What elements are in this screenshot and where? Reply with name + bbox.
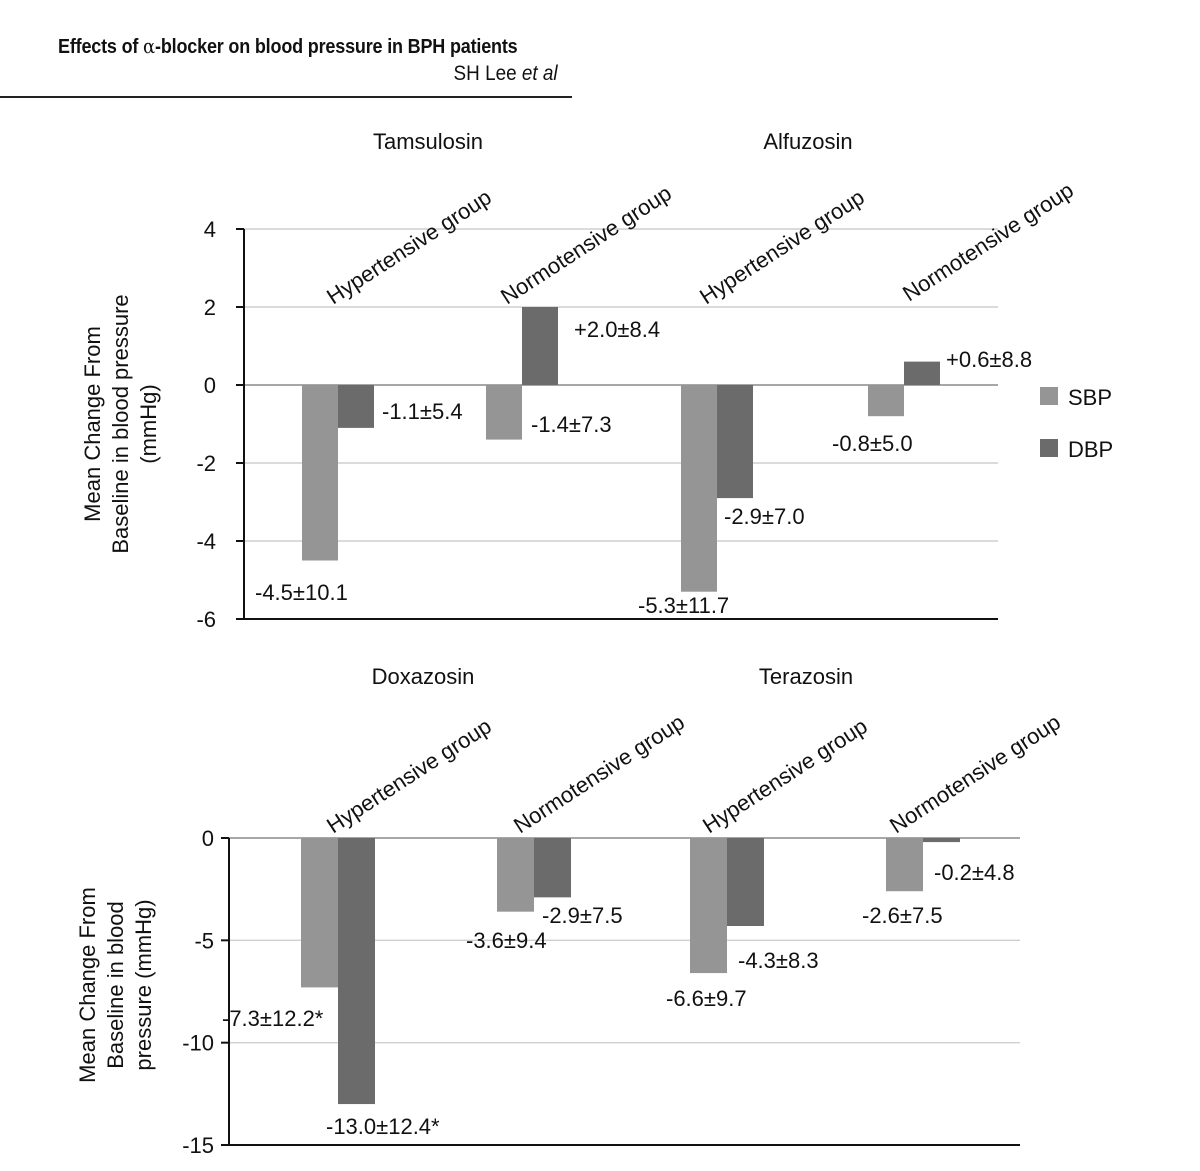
article-title-suffix: -blocker on blood pressure in BPH patien…	[155, 36, 518, 58]
y-axis-label-0-2: (mmHg)	[136, 384, 161, 463]
bar-sbp-0-1-0	[681, 385, 717, 592]
data-label-sbp-0-0-0: -4.5±10.1	[255, 580, 348, 605]
data-label-sbp-1-0-1: -3.6±9.4	[466, 928, 547, 953]
group-label-1-1-1: Normotensive group	[885, 709, 1065, 838]
y-axis-label-1-1: Baseline in blood	[103, 901, 128, 1069]
y-axis-label-1-2: pressure (mmHg)	[131, 899, 156, 1070]
group-label-1-1-0: Hypertensive group	[698, 713, 872, 838]
y-tick-label-0-3: -2	[196, 451, 216, 476]
data-label-dbp-0-1-0: -2.9±7.0	[724, 504, 805, 529]
data-label-dbp-1-0-1: -2.9±7.5	[542, 903, 623, 928]
y-axis-label-0-1: Baseline in blood pressure	[108, 294, 133, 553]
y-tick-label-1-1: -5	[194, 928, 214, 953]
group-label-0-1-1: Normotensive group	[898, 177, 1078, 306]
data-label-sbp-0-0-1: -1.4±7.3	[531, 412, 612, 437]
legend-label-dbp: DBP	[1068, 437, 1113, 462]
y-tick-label-0-1: 2	[204, 295, 216, 320]
data-label-sbp-1-1-0: -6.6±9.7	[666, 986, 747, 1011]
y-tick-label-0-4: -4	[196, 529, 216, 554]
legend-swatch-dbp	[1040, 439, 1058, 457]
data-label-dbp-0-0-0: -1.1±5.4	[382, 399, 463, 424]
bar-sbp-0-0-0	[302, 385, 338, 561]
bar-sbp-1-1-0	[690, 838, 727, 974]
y-tick-label-0-2: 0	[204, 373, 216, 398]
legend-swatch-sbp	[1040, 387, 1058, 405]
group-label-1-0-1: Normotensive group	[509, 709, 689, 838]
data-label-dbp-0-0-1: +2.0±8.4	[574, 317, 660, 342]
author-name: SH Lee	[453, 62, 523, 85]
data-label-sbp-1-0-0: -7.3±12.2*	[222, 1006, 324, 1031]
bar-dbp-0-0-0	[338, 385, 374, 428]
alpha-symbol: α	[143, 34, 156, 58]
article-title: Effects of α-blocker on blood pressure i…	[58, 34, 518, 59]
y-tick-label-1-3: -15	[182, 1133, 214, 1158]
bar-sbp-1-1-1	[886, 838, 923, 892]
author-etal: et al	[522, 62, 558, 85]
header-rule	[0, 96, 572, 98]
bar-sbp-0-1-1	[868, 385, 904, 417]
data-label-dbp-1-0-0: -13.0±12.4*	[326, 1114, 440, 1139]
author-line: SH Lee et al	[454, 62, 558, 86]
bar-dbp-1-1-1	[923, 838, 960, 843]
data-label-dbp-0-1-1: +0.6±8.8	[946, 347, 1032, 372]
data-label-sbp-0-1-0: -5.3±11.7	[638, 593, 729, 618]
panel-title-0-0: Tamsulosin	[373, 129, 483, 154]
bar-dbp-0-1-1	[904, 361, 940, 385]
bar-sbp-1-0-1	[497, 838, 534, 912]
bar-sbp-1-0-0	[301, 838, 338, 988]
bar-dbp-1-0-0	[338, 838, 375, 1105]
y-tick-label-0-5: -6	[196, 607, 216, 632]
panel-title-0-1: Alfuzosin	[763, 129, 852, 154]
legend-label-sbp: SBP	[1068, 385, 1112, 410]
y-axis-label-0-0: Mean Change From	[80, 326, 105, 522]
data-label-dbp-1-1-1: -0.2±4.8	[934, 860, 1015, 885]
data-label-sbp-0-1-1: -0.8±5.0	[832, 431, 913, 456]
bar-dbp-0-1-0	[717, 385, 753, 499]
bar-dbp-1-0-1	[534, 838, 571, 898]
y-tick-label-1-2: -10	[182, 1031, 214, 1056]
panel-title-1-0: Doxazosin	[372, 664, 475, 689]
article-title-prefix: Effects of	[58, 36, 144, 58]
group-label-0-1-0: Hypertensive group	[695, 184, 869, 309]
bar-dbp-0-0-1	[522, 307, 558, 385]
group-label-1-0-0: Hypertensive group	[322, 713, 496, 838]
bar-sbp-0-0-1	[486, 385, 522, 440]
y-tick-label-1-0: 0	[202, 826, 214, 851]
y-axis-label-1-0: Mean Change From	[75, 887, 100, 1083]
y-tick-label-0-0: 4	[204, 217, 216, 242]
group-label-0-0-0: Hypertensive group	[322, 184, 496, 309]
group-label-0-0-1: Normotensive group	[496, 180, 676, 309]
data-label-sbp-1-1-1: -2.6±7.5	[862, 903, 943, 928]
panel-title-1-1: Terazosin	[759, 664, 853, 689]
data-label-dbp-1-1-0: -4.3±8.3	[738, 948, 819, 973]
bar-dbp-1-1-0	[727, 838, 764, 927]
running-head: Effects of α-blocker on blood pressure i…	[0, 0, 572, 98]
